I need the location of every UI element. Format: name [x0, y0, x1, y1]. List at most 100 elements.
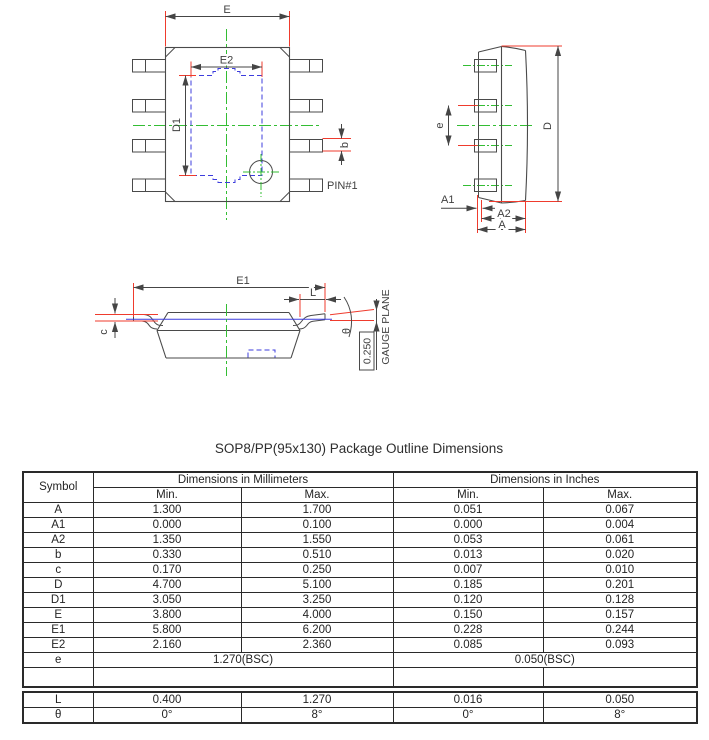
left-pins [132, 59, 166, 192]
cell-symbol: e [22, 652, 94, 668]
cell-mm-max: 1.550 [240, 532, 394, 548]
cell-mm-min: 0° [92, 707, 242, 724]
top-view: E E2 D1 b PIN#1 [132, 4, 358, 220]
dim-E-label: E [223, 4, 230, 16]
cell-mm-max: 3.250 [240, 592, 394, 608]
cell-mm-max: 2.360 [240, 637, 394, 653]
cell-symbol: E [22, 607, 94, 623]
cell-mm-min: 5.800 [92, 622, 242, 638]
cell-mm-max: 6.200 [240, 622, 394, 638]
cell-mm-max: 8° [240, 707, 394, 724]
table-row: θ 0° 8° 0° 8° [22, 707, 698, 724]
table-row: b 0.330 0.510 0.013 0.020 [22, 547, 698, 563]
cell-symbol: D [22, 577, 94, 593]
table-row: A 1.300 1.700 0.051 0.067 [22, 502, 698, 518]
gauge-value: 0.250 [361, 338, 373, 364]
dim-theta-label: θ [341, 328, 353, 334]
cell-mm-min: 0.170 [92, 562, 242, 578]
cell-mm-min: 0.330 [92, 547, 242, 563]
cell-mm-bsc: 1.270(BSC) [92, 652, 394, 668]
cell-mm-min: 1.350 [92, 532, 242, 548]
dimensions-table: Symbol Dimensions in Millimeters Dimensi… [22, 471, 698, 688]
cell-in-max: 0.244 [542, 622, 698, 638]
table-row: D1 3.050 3.250 0.120 0.128 [22, 592, 698, 608]
cell-in-max: 0.050 [542, 691, 698, 708]
cell-in-min: 0.120 [392, 592, 544, 608]
dim-b-label: b [339, 142, 351, 148]
dim-D-label: D [542, 122, 554, 130]
cell-in-min: 0° [392, 707, 544, 724]
cell-mm-blank [92, 667, 394, 688]
cell-in-min [392, 667, 544, 688]
cell-mm-min: 3.050 [92, 592, 242, 608]
cell-mm-min: 1.300 [92, 502, 242, 518]
cell-in-min: 0.016 [392, 691, 544, 708]
table-row: D 4.700 5.100 0.185 0.201 [22, 577, 698, 593]
dim-A-label: A [498, 219, 506, 231]
section-view: E1 L c θ 0.250 GAUGE PLANE [95, 273, 392, 376]
dim-D1-label: D1 [171, 118, 183, 132]
cell-in-min: 0.185 [392, 577, 544, 593]
in-group-header: Dimensions in Inches [392, 471, 698, 488]
cell-mm-max: 0.250 [240, 562, 394, 578]
cell-mm-max: 5.100 [240, 577, 394, 593]
cell-symbol: D1 [22, 592, 94, 608]
cell-mm-min: 3.800 [92, 607, 242, 623]
cell-mm-max: 0.100 [240, 517, 394, 533]
mm-group-header: Dimensions in Millimeters [92, 471, 394, 488]
col-symbol-header: Symbol [22, 471, 94, 503]
gauge-plane-label: GAUGE PLANE [380, 289, 392, 364]
cell-in-min: 0.085 [392, 637, 544, 653]
cell-in-min: 0.053 [392, 532, 544, 548]
cell-in-max: 0.128 [542, 592, 698, 608]
cell-mm-min: 0.000 [92, 517, 242, 533]
table-row: A1 0.000 0.100 0.000 0.004 [22, 517, 698, 533]
cell-in-max: 0.201 [542, 577, 698, 593]
cell-mm-min: 4.700 [92, 577, 242, 593]
cell-mm-min: 2.160 [92, 637, 242, 653]
dim-A2-label: A2 [497, 208, 510, 220]
dim-e-label: e [434, 122, 446, 128]
table-row-e: e 1.270(BSC) 0.050(BSC) [22, 652, 698, 668]
cell-in-max: 0.010 [542, 562, 698, 578]
cell-symbol [22, 667, 94, 688]
dim-L-label: L [310, 287, 316, 299]
table-blank-row [22, 667, 698, 688]
cell-in-max: 0.020 [542, 547, 698, 563]
cell-mm-min: 0.400 [92, 691, 242, 708]
cell-symbol: θ [22, 707, 94, 724]
cell-in-min: 0.228 [392, 622, 544, 638]
cell-mm-max: 0.510 [240, 547, 394, 563]
cell-in-min: 0.150 [392, 607, 544, 623]
table-row: E1 5.800 6.200 0.228 0.244 [22, 622, 698, 638]
cell-in-max: 8° [542, 707, 698, 724]
cell-in-max: 0.004 [542, 517, 698, 533]
in-min-header: Min. [392, 487, 544, 503]
side-view: e D A1 A2 A [434, 45, 562, 233]
table-row: L 0.400 1.270 0.016 0.050 [22, 691, 698, 708]
cell-symbol: A2 [22, 532, 94, 548]
cell-symbol: c [22, 562, 94, 578]
cell-in-max: 0.093 [542, 637, 698, 653]
cell-in-min: 0.013 [392, 547, 544, 563]
cell-in-max: 0.157 [542, 607, 698, 623]
dim-c-label: c [98, 329, 110, 335]
cell-mm-max: 4.000 [240, 607, 394, 623]
package-outline-drawing: E E2 D1 b PIN#1 [95, 4, 562, 376]
table-row: E2 2.160 2.360 0.085 0.093 [22, 637, 698, 653]
exposed-pad-outline [190, 68, 263, 183]
cell-symbol: L [22, 691, 94, 708]
cell-in-max: 0.067 [542, 502, 698, 518]
dim-E2-label: E2 [220, 55, 233, 67]
table-row: c 0.170 0.250 0.007 0.010 [22, 562, 698, 578]
mm-min-header: Min. [92, 487, 242, 503]
dim-A1-label: A1 [441, 194, 454, 206]
table-header-minmax-row: Min. Max. Min. Max. [23, 487, 698, 503]
right-pins [289, 59, 323, 192]
mm-max-header: Max. [240, 487, 394, 503]
table-header-group-row: Symbol Dimensions in Millimeters Dimensi… [22, 471, 698, 503]
cell-symbol: A [22, 502, 94, 518]
cell-in-min: 0.000 [392, 517, 544, 533]
cell-in-max: 0.061 [542, 532, 698, 548]
